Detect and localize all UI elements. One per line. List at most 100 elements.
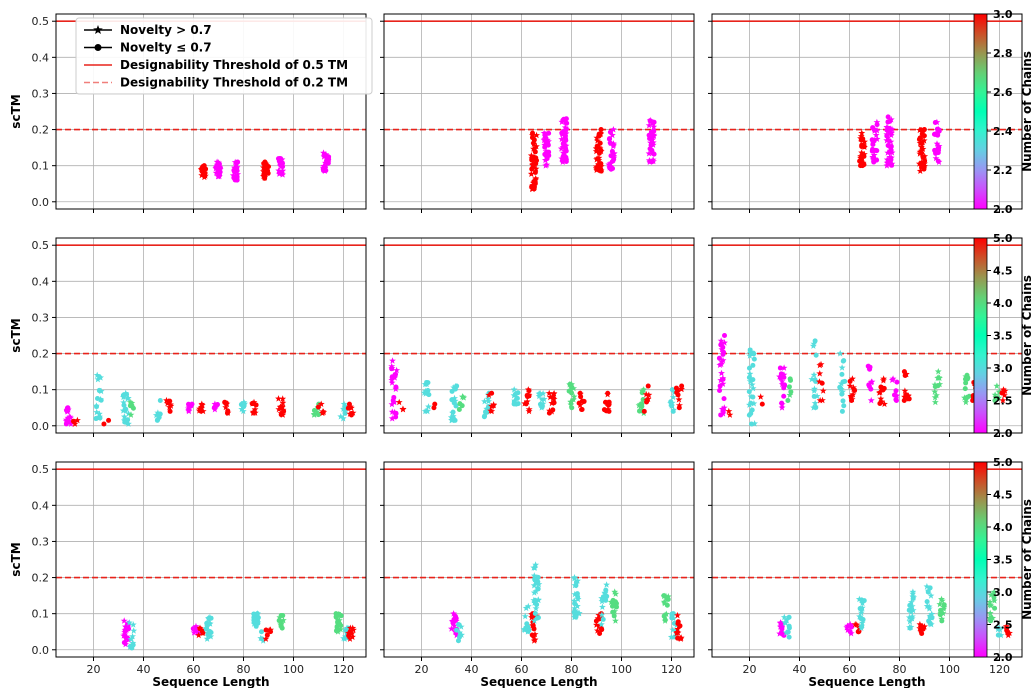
data-point (334, 626, 342, 633)
data-point (279, 167, 287, 174)
data-point (450, 384, 458, 391)
colorbar-tick-label: 2.2 (993, 164, 1013, 177)
data-point (598, 620, 605, 628)
data-point (670, 388, 678, 396)
data-point (342, 405, 350, 412)
data-point (917, 147, 925, 154)
data-point (275, 167, 283, 174)
data-point (894, 379, 900, 385)
x-tick-label: 60 (515, 663, 529, 676)
data-point (717, 388, 723, 394)
data-point (610, 126, 617, 133)
data-point (611, 607, 619, 615)
data-point (457, 623, 465, 630)
data-point (871, 125, 878, 133)
data-point (341, 407, 348, 414)
data-point (575, 609, 583, 617)
data-point (120, 617, 128, 624)
data-point (481, 397, 488, 405)
y-tick-label: 0.2 (32, 124, 50, 137)
data-point (203, 635, 211, 642)
data-point (931, 393, 939, 401)
data-point (785, 398, 791, 403)
data-point (559, 149, 567, 156)
axes-frame (55, 461, 367, 658)
data-point (593, 621, 600, 628)
data-point (205, 632, 211, 638)
data-point (839, 388, 846, 395)
data-point (127, 635, 135, 643)
data-point (886, 144, 894, 152)
data-point (125, 410, 132, 417)
data-point (886, 153, 894, 161)
data-point (926, 618, 932, 624)
data-point (877, 400, 883, 406)
data-point (598, 611, 606, 618)
data-point (278, 613, 284, 619)
data-point (670, 406, 678, 413)
data-point (847, 378, 853, 384)
data-point (451, 383, 459, 390)
colorbar-tick-label: 2.0 (993, 203, 1013, 216)
data-point (603, 587, 609, 593)
colorbar (973, 461, 988, 658)
data-point (839, 371, 845, 377)
data-point (129, 639, 137, 646)
data-point (991, 594, 997, 600)
data-point (594, 614, 602, 622)
data-point (563, 154, 569, 160)
data-point (208, 615, 214, 621)
legend-label: Novelty ≤ 0.7 (120, 41, 212, 55)
data-point (598, 594, 606, 602)
data-point (849, 391, 857, 398)
colorbar-tick-label: 2.5 (993, 395, 1013, 408)
data-point (962, 398, 970, 406)
data-point (389, 357, 396, 364)
data-point (559, 130, 566, 138)
data-point (883, 130, 891, 138)
data-point (530, 589, 538, 596)
data-point (93, 408, 101, 416)
data-point (816, 361, 824, 369)
data-point (278, 160, 284, 166)
data-point (813, 352, 819, 358)
data-point (878, 398, 886, 405)
data-point (931, 398, 939, 406)
axes-frame (55, 237, 367, 434)
data-point (962, 386, 968, 392)
data-point (603, 581, 610, 588)
data-point (645, 121, 653, 129)
x-tick-label: 120 (661, 663, 682, 676)
data-point (259, 636, 265, 642)
data-point (393, 414, 399, 420)
data-point (746, 412, 752, 418)
data-point (996, 626, 1004, 633)
data-point (839, 408, 845, 414)
data-point (450, 622, 458, 629)
data-point (603, 597, 609, 603)
data-point (574, 602, 581, 610)
data-point (545, 389, 553, 397)
data-point (528, 614, 536, 621)
data-point (185, 406, 193, 414)
data-point (611, 613, 617, 619)
data-point (669, 626, 677, 633)
data-point (262, 160, 270, 167)
data-point (848, 395, 856, 403)
data-point (810, 371, 818, 378)
panel-r1-c0 (52, 237, 367, 437)
data-point (167, 398, 173, 404)
data-point (393, 410, 399, 416)
data-point (675, 621, 681, 627)
data-point (571, 607, 579, 614)
data-point (878, 384, 884, 390)
data-point (786, 384, 792, 390)
panel-r2-c1 (380, 461, 695, 661)
data-point (858, 604, 866, 611)
data-point (919, 624, 925, 630)
data-point (262, 635, 270, 642)
data-point (595, 156, 603, 164)
colorbar-tick-label: 2.6 (993, 86, 1013, 99)
data-point (610, 154, 618, 161)
legend: Novelty > 0.7 Novelty ≤ 0.7 Designability … (75, 17, 373, 95)
